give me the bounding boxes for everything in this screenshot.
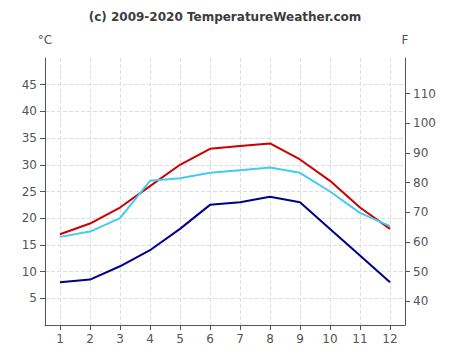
- svg-text:40: 40: [22, 104, 37, 118]
- svg-text:2: 2: [86, 332, 94, 346]
- svg-text:(c) 2009-2020 TemperatureWeath: (c) 2009-2020 TemperatureWeather.com: [89, 10, 362, 24]
- svg-text:12: 12: [382, 332, 397, 346]
- svg-text:80: 80: [413, 176, 428, 190]
- svg-text:7: 7: [236, 332, 244, 346]
- svg-text:40: 40: [413, 294, 428, 308]
- svg-text:90: 90: [413, 146, 428, 160]
- svg-text:9: 9: [296, 332, 304, 346]
- svg-text:50: 50: [413, 265, 428, 279]
- svg-text:30: 30: [22, 158, 37, 172]
- svg-text:100: 100: [413, 116, 436, 130]
- svg-text:F: F: [402, 33, 409, 47]
- svg-text:45: 45: [22, 78, 37, 92]
- svg-text:25: 25: [22, 185, 37, 199]
- svg-text:8: 8: [266, 332, 274, 346]
- svg-text:10: 10: [322, 332, 337, 346]
- svg-text:110: 110: [413, 87, 436, 101]
- svg-text:10: 10: [22, 265, 37, 279]
- svg-text:5: 5: [29, 291, 37, 305]
- svg-text:1: 1: [56, 332, 64, 346]
- svg-text:°C: °C: [38, 33, 52, 47]
- svg-text:4: 4: [146, 332, 154, 346]
- svg-text:3: 3: [116, 332, 124, 346]
- svg-text:20: 20: [22, 211, 37, 225]
- svg-text:60: 60: [413, 235, 428, 249]
- svg-text:70: 70: [413, 205, 428, 219]
- svg-text:5: 5: [176, 332, 184, 346]
- svg-text:11: 11: [352, 332, 367, 346]
- svg-text:35: 35: [22, 131, 37, 145]
- svg-text:15: 15: [22, 238, 37, 252]
- svg-text:6: 6: [206, 332, 214, 346]
